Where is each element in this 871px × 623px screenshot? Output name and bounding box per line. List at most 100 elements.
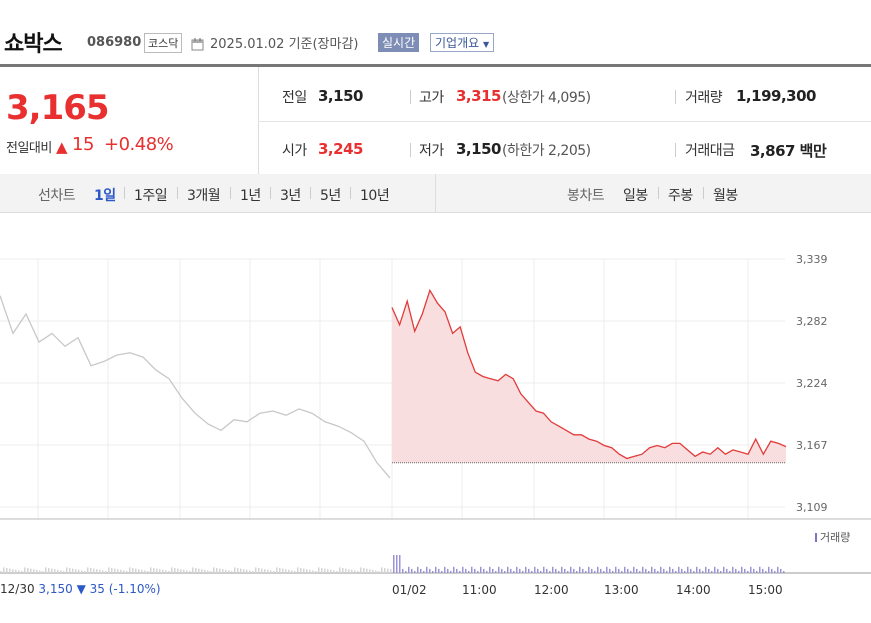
volume-bar bbox=[567, 571, 569, 573]
volume-bar bbox=[759, 566, 761, 573]
volume-bar bbox=[234, 567, 236, 573]
volume-bar bbox=[693, 571, 695, 573]
volume-bar bbox=[675, 571, 677, 573]
volume-bar bbox=[765, 571, 767, 573]
volume-bar bbox=[774, 571, 776, 573]
volume-bar bbox=[300, 568, 302, 573]
volume-bar bbox=[381, 567, 383, 573]
tab-weekly[interactable]: 주봉 bbox=[668, 188, 693, 204]
volume-bar bbox=[180, 569, 182, 573]
tab-daily[interactable]: 일봉 bbox=[623, 188, 648, 204]
volume-bar bbox=[333, 570, 335, 573]
volume-bar bbox=[351, 569, 353, 573]
volume-bar bbox=[471, 566, 473, 573]
volume-bar bbox=[186, 570, 188, 573]
volume-bar bbox=[771, 568, 773, 573]
tab-monthly[interactable]: 월봉 bbox=[713, 188, 738, 204]
realtime-button[interactable]: 실시간 bbox=[378, 33, 420, 52]
volume-bar bbox=[474, 568, 476, 573]
prev-close-label: 전일 bbox=[282, 90, 307, 106]
y-tick-label: 3,224 bbox=[796, 377, 828, 390]
company-overview-dropdown[interactable]: 기업개요 ▼ bbox=[430, 33, 495, 52]
volume-bar bbox=[696, 566, 698, 573]
volume-bar bbox=[270, 570, 272, 573]
volume-bar bbox=[288, 569, 290, 573]
volume-bar bbox=[516, 566, 518, 573]
current-price-box: 3,165 전일대비 ▲ 15 +0.48% bbox=[0, 67, 259, 177]
legend-swatch bbox=[815, 533, 817, 542]
volume-bar bbox=[321, 568, 323, 573]
volume-bar bbox=[150, 567, 152, 573]
tab-1w[interactable]: 1주일 bbox=[134, 188, 168, 204]
y-tick-label: 3,282 bbox=[796, 315, 828, 328]
volume-bar bbox=[45, 567, 47, 573]
volume-bar bbox=[162, 569, 164, 573]
volume-bar bbox=[768, 566, 770, 573]
tab-3m[interactable]: 3개월 bbox=[187, 188, 221, 204]
divider bbox=[675, 143, 676, 157]
tab-1y[interactable]: 1년 bbox=[240, 188, 261, 204]
calendar-icon bbox=[191, 36, 204, 51]
volume-bar bbox=[216, 568, 218, 573]
volume-bar bbox=[153, 568, 155, 573]
volume-bar bbox=[561, 566, 563, 573]
y-tick-label: 3,167 bbox=[796, 439, 828, 452]
volume-bar bbox=[750, 566, 752, 573]
change-percent: +0.48% bbox=[104, 134, 174, 155]
volume-bar bbox=[597, 566, 599, 573]
tab-1d[interactable]: 1일 bbox=[94, 188, 116, 204]
volume-bar bbox=[378, 571, 380, 573]
volume-bar bbox=[357, 571, 359, 573]
volume-bar bbox=[87, 567, 89, 573]
volume-bar bbox=[267, 569, 269, 573]
volume-bar bbox=[465, 568, 467, 573]
low-label: 저가 bbox=[419, 143, 444, 159]
volume-bar bbox=[528, 568, 530, 573]
volume-bar bbox=[294, 571, 296, 573]
volume-bar bbox=[612, 571, 614, 573]
volume-bar bbox=[504, 571, 506, 573]
volume-bar bbox=[501, 568, 503, 573]
volume-bar bbox=[510, 568, 512, 573]
volume-bar bbox=[492, 568, 494, 573]
volume-bar bbox=[285, 569, 287, 573]
volume-bar bbox=[570, 566, 572, 573]
volume-bar bbox=[183, 569, 185, 573]
volume-bar bbox=[387, 568, 389, 573]
volume-bar bbox=[477, 571, 479, 573]
volume-bar bbox=[708, 568, 710, 573]
volume-bar bbox=[135, 568, 137, 573]
open-value: 3,245 bbox=[318, 140, 363, 158]
volume-bar bbox=[72, 568, 74, 573]
divider bbox=[177, 187, 178, 199]
volume-bar bbox=[141, 569, 143, 573]
volume-bar bbox=[669, 566, 671, 573]
volume-bar bbox=[591, 568, 593, 573]
volume-bar bbox=[24, 567, 26, 573]
volume-bar bbox=[60, 570, 62, 573]
volume-bar bbox=[393, 555, 395, 573]
volume-bar bbox=[594, 571, 596, 573]
volume-bar bbox=[66, 567, 68, 573]
tab-10y[interactable]: 10년 bbox=[360, 188, 390, 204]
volume-bar bbox=[126, 571, 128, 573]
volume-bar bbox=[114, 568, 116, 573]
volume-bar bbox=[699, 568, 701, 573]
volume-bar bbox=[783, 571, 785, 573]
volume-bar bbox=[21, 571, 23, 573]
x-tick-label: 12:00 bbox=[534, 583, 569, 597]
volume-bar bbox=[702, 571, 704, 573]
intraday-price-chart[interactable]: 3,339 3,282 3,224 3,167 3,109 01/02 11:00 12:0… bbox=[0, 213, 871, 623]
volume-bar bbox=[201, 569, 203, 573]
volume-bar bbox=[627, 568, 629, 573]
tab-5y[interactable]: 5년 bbox=[320, 188, 341, 204]
tab-3y[interactable]: 3년 bbox=[280, 188, 301, 204]
volume-bar bbox=[243, 569, 245, 573]
amount-label: 거래대금 bbox=[685, 143, 735, 159]
volume-bar bbox=[780, 568, 782, 573]
volume-bar bbox=[69, 568, 71, 573]
volume-bar bbox=[537, 568, 539, 573]
volume-bar bbox=[615, 566, 617, 573]
volume-bar bbox=[30, 568, 32, 573]
volume-bar bbox=[120, 569, 122, 573]
